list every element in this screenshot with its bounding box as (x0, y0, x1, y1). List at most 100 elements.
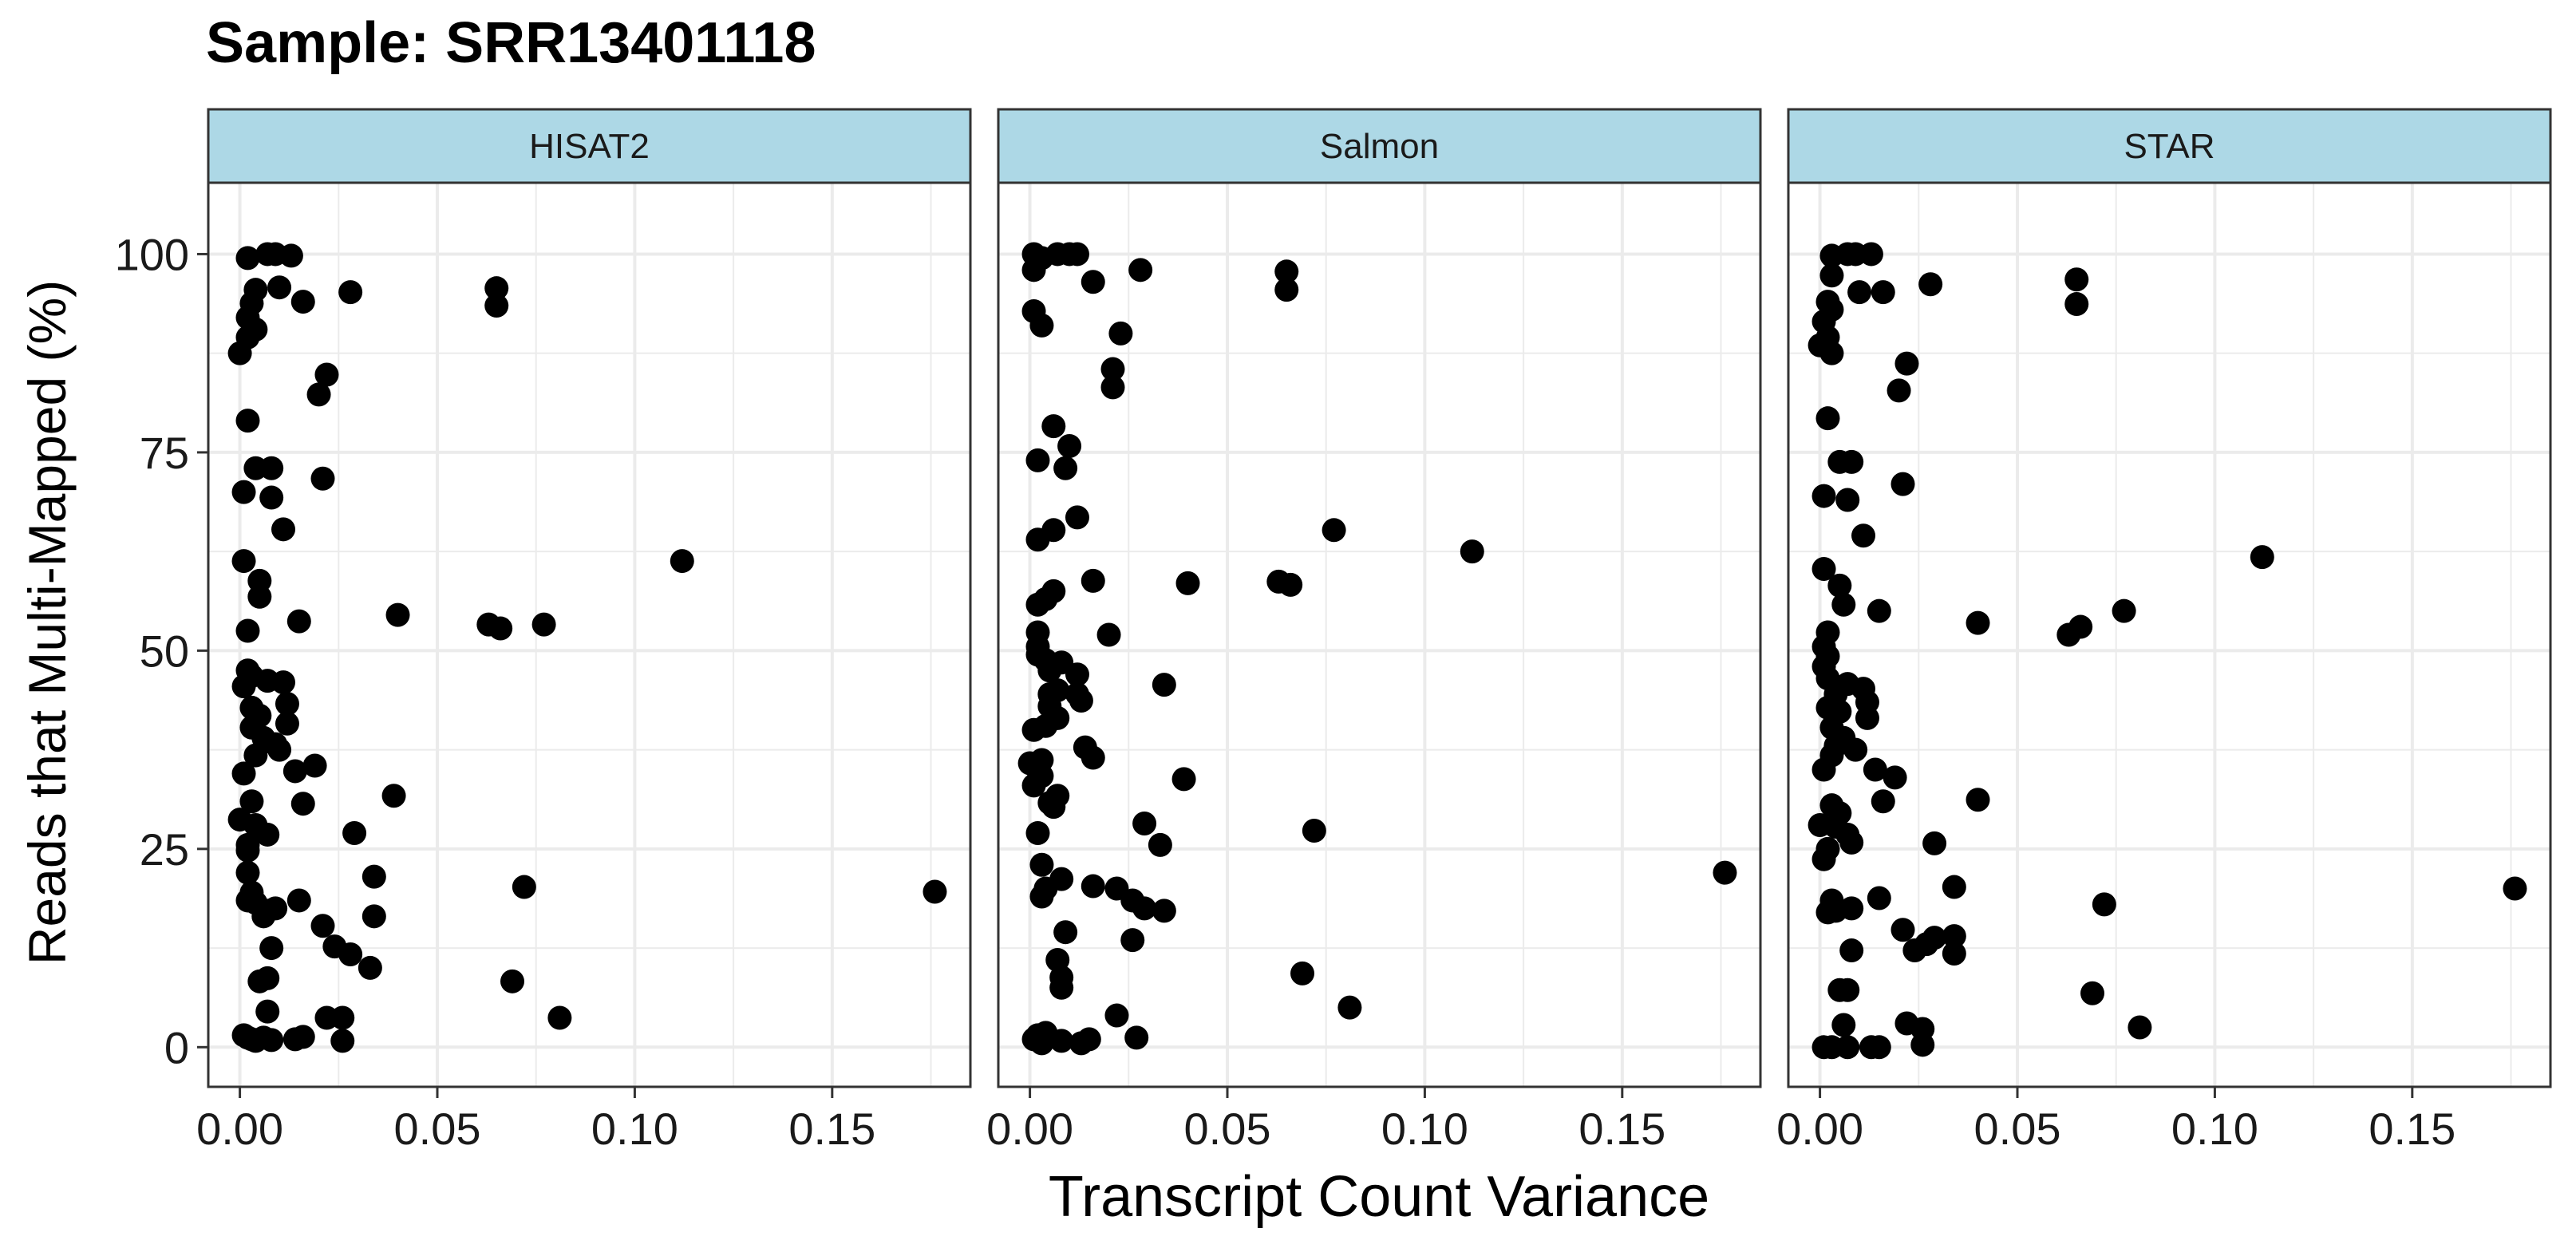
panel-background (1788, 183, 2550, 1087)
data-point (1835, 978, 1860, 1002)
data-point (1148, 832, 1172, 857)
data-point (1081, 270, 1105, 294)
data-point (1891, 918, 1915, 942)
data-point (2250, 545, 2274, 570)
data-point (2092, 892, 2116, 917)
data-point (1096, 622, 1121, 647)
data-point (1910, 1033, 1935, 1057)
data-point (338, 280, 363, 305)
data-point (1827, 573, 1852, 598)
facet-panel-salmon: Salmon 0.00 0.05 0.10 0.15 (986, 108, 1762, 1154)
data-point (1065, 242, 1089, 267)
data-point (1819, 263, 1844, 288)
data-point (2503, 876, 2527, 901)
data-point (1815, 406, 1840, 431)
data-point (1057, 433, 1082, 458)
x-tick-label: 0.10 (1381, 1104, 1468, 1154)
facet-strip-label: HISAT2 (529, 127, 650, 166)
data-point (1132, 896, 1157, 921)
facet-strip-label: STAR (2124, 127, 2214, 166)
data-point (235, 246, 260, 271)
data-point (358, 955, 382, 980)
data-point (1049, 1029, 1074, 1053)
data-point (362, 904, 386, 929)
data-point (1863, 757, 1887, 782)
data-point (531, 612, 556, 637)
data-point (271, 670, 296, 695)
data-point (1871, 789, 1895, 814)
data-point (282, 759, 307, 784)
data-point (1132, 812, 1157, 836)
data-point (1120, 928, 1145, 953)
data-point (251, 904, 276, 929)
data-point (1855, 705, 1879, 730)
data-point (330, 1005, 355, 1030)
data-point (1029, 884, 1054, 909)
y-tick-label: 75 (140, 428, 189, 478)
data-point (1867, 886, 1891, 910)
data-point (1081, 874, 1105, 899)
data-point (1274, 278, 1299, 302)
facet-strip-label: Salmon (1320, 127, 1439, 166)
data-point (1843, 737, 1868, 762)
data-point (1278, 572, 1303, 597)
data-point (1835, 1035, 1860, 1060)
data-point (267, 275, 292, 300)
data-point (279, 243, 303, 268)
data-point (1171, 767, 1196, 792)
data-point (1819, 341, 1844, 365)
data-point (267, 737, 292, 762)
data-point (247, 584, 272, 609)
data-point (1104, 1003, 1129, 1028)
facet-panels: HISAT2 0.00 0.05 0.10 0.15 0 25 50 75 100 Salmon 0.… (115, 108, 2552, 1154)
data-point (239, 789, 264, 814)
x-tick-label: 0.05 (393, 1104, 480, 1154)
data-point (231, 549, 256, 574)
data-point (484, 294, 509, 318)
y-tick-label: 0 (164, 1022, 189, 1072)
data-point (1065, 662, 1089, 687)
data-point (1713, 860, 1737, 885)
facet-panel-star: STAR 0.00 0.05 0.10 0.15 (1776, 108, 2552, 1154)
data-point (2056, 622, 2081, 647)
facet-panel-hisat2: HISAT2 0.00 0.05 0.10 0.15 0 25 50 75 100 (115, 108, 972, 1154)
data-point (1839, 896, 1864, 921)
data-point (235, 409, 260, 433)
data-point (1037, 658, 1062, 683)
data-point (1069, 688, 1093, 713)
data-point (235, 618, 260, 643)
data-point (255, 822, 280, 847)
data-point (1337, 995, 1362, 1020)
data-point (255, 999, 280, 1024)
data-point (1029, 313, 1054, 338)
data-point (1831, 1013, 1856, 1037)
data-point (1902, 938, 1927, 963)
data-point (1851, 523, 1876, 548)
data-point (1053, 456, 1078, 480)
data-point (1025, 448, 1050, 472)
x-tick-label: 0.05 (1183, 1104, 1270, 1154)
data-point (547, 1005, 572, 1030)
data-point (1883, 765, 1907, 790)
panel-background (208, 183, 970, 1087)
data-point (259, 936, 284, 961)
data-point (1124, 1025, 1149, 1050)
data-point (1152, 899, 1176, 923)
data-point (310, 466, 335, 491)
data-point (243, 743, 268, 768)
data-point (314, 362, 339, 387)
data-point (1460, 539, 1484, 564)
x-tick-label: 0.15 (2369, 1104, 2455, 1154)
data-point (1021, 773, 1046, 798)
data-point (2080, 981, 2105, 1005)
data-point (1966, 610, 1990, 635)
data-point (1966, 788, 1990, 812)
data-point (231, 761, 256, 786)
y-tick-label: 100 (115, 229, 189, 279)
data-point (1839, 830, 1864, 855)
data-point (1922, 831, 1947, 855)
data-point (1041, 795, 1066, 820)
data-point (1021, 258, 1046, 282)
data-point (1049, 975, 1074, 1000)
data-point (1128, 258, 1153, 282)
